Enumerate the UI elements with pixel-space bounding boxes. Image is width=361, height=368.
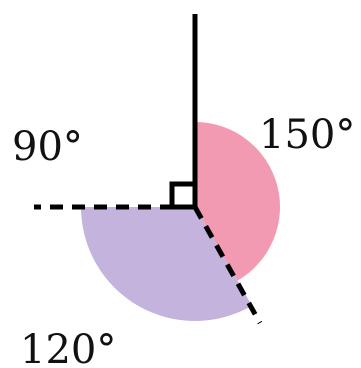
right-angle-marker xyxy=(169,181,198,210)
angle-label-150: 150° xyxy=(259,112,355,158)
sector-150 xyxy=(195,122,280,281)
angle-label-120: 120° xyxy=(20,327,116,368)
ray-lower-right xyxy=(192,205,263,325)
angle-label-90: 90° xyxy=(12,124,83,170)
